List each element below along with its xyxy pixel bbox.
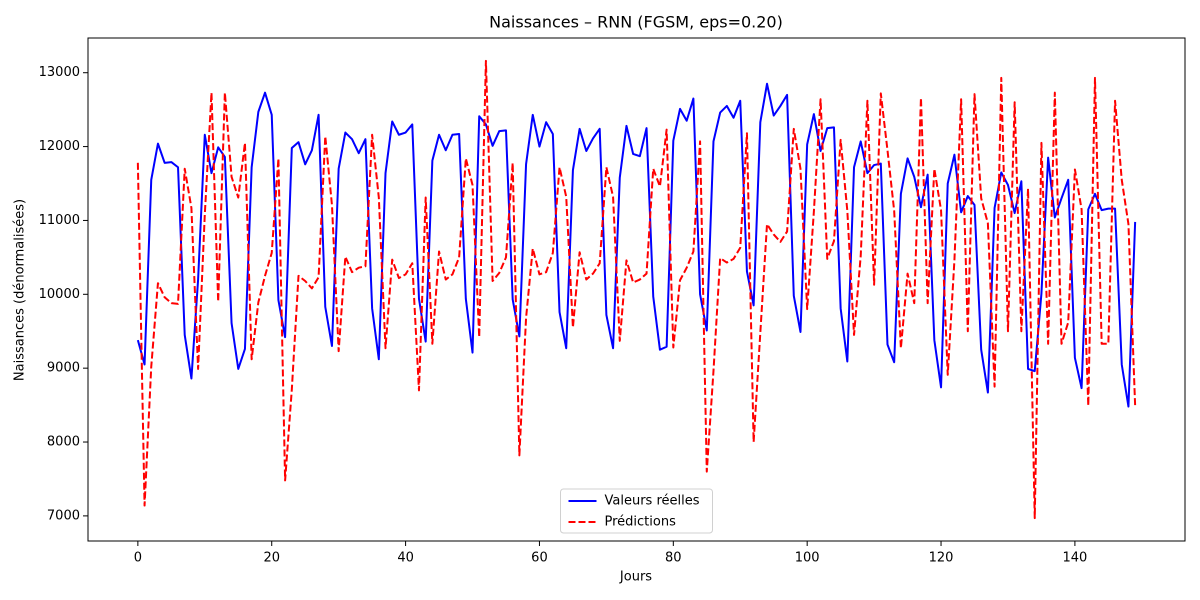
x-tick-label: 140 (1062, 551, 1087, 566)
legend-label: Valeurs réelles (605, 494, 700, 509)
x-tick-label: 100 (795, 551, 820, 566)
legend-label: Prédictions (605, 515, 677, 530)
y-tick-label: 10000 (39, 287, 80, 302)
y-tick-label: 9000 (47, 361, 80, 376)
x-tick-label: 60 (531, 551, 548, 566)
x-tick-label: 40 (397, 551, 414, 566)
plot-frame (87, 37, 1186, 542)
y-axis-label: Naissances (dénormalisées) (13, 199, 28, 381)
legend-box (560, 488, 713, 534)
series-line (136, 82, 1137, 408)
y-tick-label: 11000 (39, 213, 80, 228)
y-tick-label: 7000 (47, 508, 80, 523)
y-tick-label: 13000 (39, 65, 80, 80)
x-tick-label: 120 (929, 551, 954, 566)
legend: Valeurs réelles Prédictions (560, 488, 713, 534)
x-tick-label: 20 (263, 551, 280, 566)
x-tick-label: 80 (665, 551, 682, 566)
y-tick-label: 8000 (47, 435, 80, 450)
chart-title: Naissances – RNN (FGSM, eps=0.20) (489, 13, 783, 32)
series-line (136, 59, 1137, 520)
x-tick-label: 0 (134, 551, 142, 566)
y-tick-label: 12000 (39, 139, 80, 154)
x-axis-label: Jours (619, 570, 652, 585)
